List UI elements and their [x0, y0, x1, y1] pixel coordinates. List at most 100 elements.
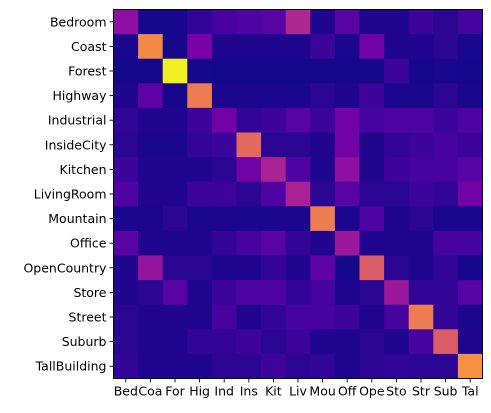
- heatmap-cell-coast-tal: [457, 34, 483, 60]
- heatmap-cell-office-kit: [261, 230, 287, 256]
- heatmap-cell-insidecity-for: [162, 132, 188, 158]
- heatmap-cell-insidecity-ins: [236, 132, 262, 158]
- heatmap-cell-mountain-off: [334, 206, 360, 232]
- heatmap-cell-tallbuilding-hig: [187, 353, 213, 379]
- heatmap-cell-store-coa: [138, 280, 164, 306]
- heatmap-cell-opencountry-kit: [261, 255, 287, 281]
- heatmap-cell-livingroom-bed: [113, 181, 139, 207]
- heatmap-cell-tallbuilding-liv: [285, 353, 311, 379]
- heatmap-cell-suburb-mou: [310, 329, 336, 355]
- heatmap-cell-kitchen-coa: [138, 157, 164, 183]
- heatmap-cell-street-mou: [310, 304, 336, 330]
- heatmap-cell-street-for: [162, 304, 188, 330]
- heatmap-cell-kitchen-hig: [187, 157, 213, 183]
- heatmap-cell-bedroom-mou: [310, 9, 336, 35]
- y-tick-label: InsideCity: [45, 137, 107, 152]
- x-tick-label: Ind: [214, 384, 234, 399]
- heatmap-cell-office-tal: [457, 230, 483, 256]
- heatmap-cell-street-ope: [359, 304, 385, 330]
- heatmap-cell-mountain-kit: [261, 206, 287, 232]
- y-tick-label: Suburb: [62, 334, 107, 349]
- heatmap-cell-insidecity-str: [408, 132, 434, 158]
- heatmap-cell-kitchen-ind: [211, 157, 237, 183]
- heatmap-cell-bedroom-for: [162, 9, 188, 35]
- heatmap-cell-forest-ope: [359, 58, 385, 84]
- x-tick-label: Coa: [138, 384, 162, 399]
- heatmap-cell-highway-coa: [138, 83, 164, 109]
- heatmap-cell-highway-str: [408, 83, 434, 109]
- x-tick-label: Sto: [386, 384, 406, 399]
- heatmap-cell-store-off: [334, 280, 360, 306]
- heatmap-cell-office-coa: [138, 230, 164, 256]
- heatmap-cell-highway-ins: [236, 83, 262, 109]
- heatmap-cell-store-hig: [187, 280, 213, 306]
- heatmap-cell-opencountry-sub: [433, 255, 459, 281]
- heatmap-cell-office-mou: [310, 230, 336, 256]
- heatmap-cell-office-off: [334, 230, 360, 256]
- heatmap-cell-office-ind: [211, 230, 237, 256]
- heatmap-cell-mountain-tal: [457, 206, 483, 232]
- y-tick-label: Store: [73, 285, 106, 300]
- x-tick-label: Tal: [461, 384, 479, 399]
- heatmap-cell-bedroom-ope: [359, 9, 385, 35]
- heatmap-cell-highway-liv: [285, 83, 311, 109]
- heatmap-cell-tallbuilding-mou: [310, 353, 336, 379]
- heatmap-cell-highway-ope: [359, 83, 385, 109]
- heatmap-cell-opencountry-bed: [113, 255, 139, 281]
- heatmap-cell-bedroom-kit: [261, 9, 287, 35]
- heatmap-cell-highway-tal: [457, 83, 483, 109]
- heatmap-cell-insidecity-kit: [261, 132, 287, 158]
- heatmap-cell-store-liv: [285, 280, 311, 306]
- heatmap-cell-forest-liv: [285, 58, 311, 84]
- heatmap-cell-highway-kit: [261, 83, 287, 109]
- heatmap-cell-coast-ind: [211, 34, 237, 60]
- heatmap-cell-store-for: [162, 280, 188, 306]
- heatmap-cell-street-str: [408, 304, 434, 330]
- heatmap-cell-highway-ind: [211, 83, 237, 109]
- heatmap-cell-office-for: [162, 230, 188, 256]
- heatmap-cell-coast-str: [408, 34, 434, 60]
- heatmap-cell-tallbuilding-str: [408, 353, 434, 379]
- heatmap-cell-mountain-hig: [187, 206, 213, 232]
- heatmap-cell-livingroom-sub: [433, 181, 459, 207]
- heatmap-cell-forest-bed: [113, 58, 139, 84]
- heatmap-cell-livingroom-sto: [384, 181, 410, 207]
- heatmap-cell-store-ope: [359, 280, 385, 306]
- heatmap-cell-opencountry-hig: [187, 255, 213, 281]
- heatmap-cell-forest-for: [162, 58, 188, 84]
- x-tick-label: Sub: [434, 384, 458, 399]
- heatmap-cell-insidecity-liv: [285, 132, 311, 158]
- heatmap-cell-bedroom-off: [334, 9, 360, 35]
- heatmap-cell-kitchen-sub: [433, 157, 459, 183]
- heatmap-cell-industrial-ope: [359, 107, 385, 133]
- heatmap-cell-bedroom-str: [408, 9, 434, 35]
- heatmap-cell-tallbuilding-kit: [261, 353, 287, 379]
- heatmap-cell-highway-off: [334, 83, 360, 109]
- heatmap-cell-forest-mou: [310, 58, 336, 84]
- heatmap-cell-street-ind: [211, 304, 237, 330]
- y-tick-label: Kitchen: [60, 162, 107, 177]
- heatmap-cell-coast-liv: [285, 34, 311, 60]
- heatmap-cell-opencountry-coa: [138, 255, 164, 281]
- heatmap-cell-tallbuilding-ope: [359, 353, 385, 379]
- heatmap-cell-kitchen-bed: [113, 157, 139, 183]
- heatmap-cell-kitchen-str: [408, 157, 434, 183]
- heatmap-cell-bedroom-hig: [187, 9, 213, 35]
- x-tick-label: Kit: [265, 384, 282, 399]
- heatmap-cell-forest-ins: [236, 58, 262, 84]
- y-tick-label: Forest: [68, 64, 106, 79]
- heatmap-cell-store-tal: [457, 280, 483, 306]
- x-tick-label: Bed: [114, 384, 138, 399]
- heatmap-cell-opencountry-ind: [211, 255, 237, 281]
- heatmap-cell-bedroom-sto: [384, 9, 410, 35]
- heatmap-cell-coast-ope: [359, 34, 385, 60]
- heatmap-cell-bedroom-coa: [138, 9, 164, 35]
- heatmap-cell-kitchen-liv: [285, 157, 311, 183]
- heatmap-cell-suburb-str: [408, 329, 434, 355]
- heatmap-cell-livingroom-str: [408, 181, 434, 207]
- heatmap-cell-forest-coa: [138, 58, 164, 84]
- heatmap-cell-mountain-sto: [384, 206, 410, 232]
- heatmap-cell-opencountry-tal: [457, 255, 483, 281]
- heatmap-cell-livingroom-kit: [261, 181, 287, 207]
- x-tick-label: Off: [338, 384, 357, 399]
